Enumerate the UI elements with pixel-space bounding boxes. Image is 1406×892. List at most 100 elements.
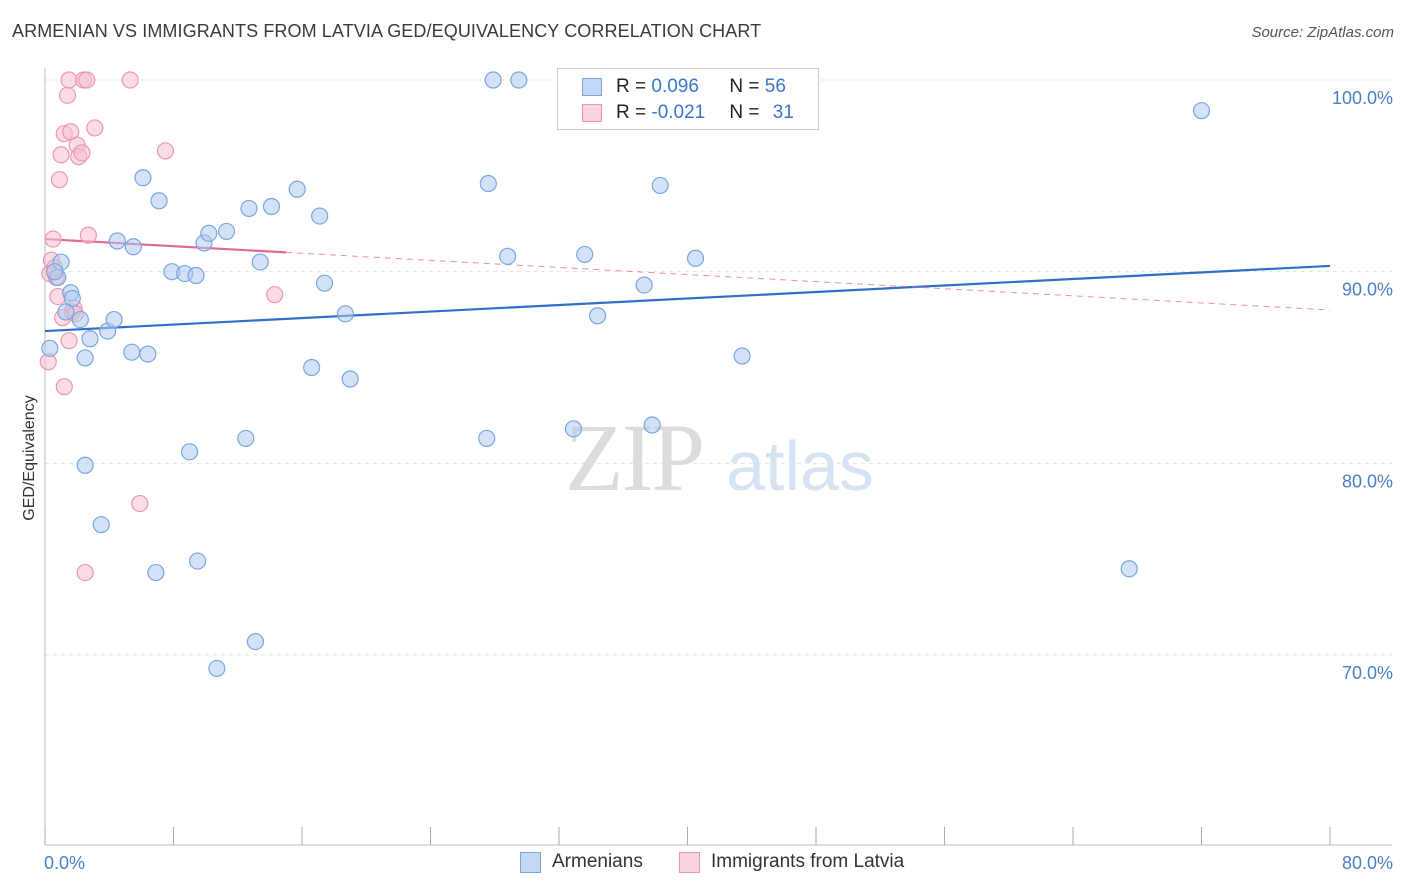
point-latvia [55,378,73,396]
point-armenians [303,358,321,377]
gridlines [45,79,1392,656]
point-latvia [79,226,97,244]
point-latvia [44,230,62,248]
point-armenians [341,370,359,388]
point-armenians [147,563,165,582]
legend-label-latvia: Immigrants from Latvia [711,851,905,872]
legend-n-label: N = [729,76,765,97]
point-armenians [217,222,236,241]
tick-labels: 100.0% 90.0% 80.0% 70.0% 0.0% 80.0% [44,88,1393,873]
point-armenians [76,456,94,474]
point-armenians [288,180,306,198]
legend-swatch-pink [679,851,700,873]
trend-lines [44,237,1331,333]
point-armenians [251,253,269,271]
trend-line-latvia [44,237,286,254]
point-latvia [121,71,139,89]
point-armenians [651,176,669,195]
point-armenians [57,303,75,321]
watermark-zip: ZIP [565,404,703,511]
legend-item-armenians: Armenians [520,851,643,873]
x-tick-label: 80.0% [1342,853,1393,873]
point-armenians [134,169,152,187]
x-tick-label: 0.0% [44,853,85,873]
point-armenians [246,632,265,651]
trend-line-latvia-extension [285,251,1331,311]
point-latvia [58,86,77,104]
point-latvia [50,171,69,189]
y-tick-label: 90.0% [1342,280,1393,300]
stats-legend: R = 0.096 N = 56 R = -0.021 N = 31 [557,68,819,130]
point-armenians [105,310,123,329]
point-armenians [484,71,502,89]
point-armenians [180,443,199,461]
point-latvia [266,286,284,304]
legend-r-label: R = [616,102,652,123]
trend-line-armenians [44,264,1331,333]
point-latvia [86,119,104,137]
point-armenians [588,307,607,325]
point-latvia [131,494,149,513]
legend-swatch-blue [520,851,541,873]
point-latvia [156,142,175,160]
point-armenians [478,429,496,448]
point-armenians [200,224,218,242]
legend-n-label: N = [729,102,765,123]
y-tick-label: 70.0% [1342,663,1393,683]
point-armenians [188,552,207,570]
series-legend: Armenians Immigrants from Latvia [0,851,1406,877]
legend-r-value: 0.096 [651,76,699,97]
legend-swatch-pink [582,104,602,122]
point-armenians [150,192,168,210]
point-armenians [76,349,94,367]
point-armenians [139,345,157,363]
point-armenians [92,516,110,534]
legend-item-latvia: Immigrants from Latvia [679,851,904,873]
point-armenians [237,429,255,448]
y-tick-label: 100.0% [1332,88,1393,108]
point-armenians [686,249,705,267]
point-armenians [124,238,142,256]
legend-n-value: 56 [764,76,786,97]
legend-swatch-blue [582,78,602,96]
point-armenians [499,247,517,265]
point-armenians [108,232,126,250]
point-armenians [576,245,594,264]
point-armenians [41,339,59,357]
legend-row-armenians: R = 0.096 N = 56 [582,74,786,100]
source-label: Source: ZipAtlas.com [1251,24,1394,41]
point-armenians [1120,560,1138,578]
point-armenians [564,420,583,438]
legend-row-latvia: R = -0.021 N = 31 [582,100,794,126]
point-latvia [78,71,96,89]
legend-r-label: R = [616,76,652,97]
point-armenians [479,174,497,193]
point-latvia [60,332,78,350]
point-armenians [510,71,528,89]
point-armenians [336,305,354,323]
point-armenians [262,197,281,216]
point-armenians [643,416,661,434]
point-armenians [81,330,99,348]
point-armenians [315,274,334,292]
point-armenians [311,207,329,225]
point-latvia [76,563,94,582]
data-points [39,71,1211,678]
point-armenians [240,199,258,218]
legend-r-value: -0.021 [651,102,706,123]
point-armenians [46,263,64,281]
point-armenians [733,347,751,365]
watermark-atlas: atlas [726,427,874,505]
point-armenians [1192,102,1211,120]
legend-n-value: 31 [772,102,794,123]
point-armenians [123,343,141,361]
point-armenians [208,659,226,678]
point-armenians [635,276,653,294]
axes [44,68,1392,846]
chart-title: ARMENIAN VS IMMIGRANTS FROM LATVIA GED/E… [12,21,762,41]
legend-label-armenians: Armenians [552,851,643,872]
point-latvia [73,144,91,162]
y-axis-label: GED/Equivalency [21,395,38,520]
watermark: ZIP atlas [565,404,874,511]
